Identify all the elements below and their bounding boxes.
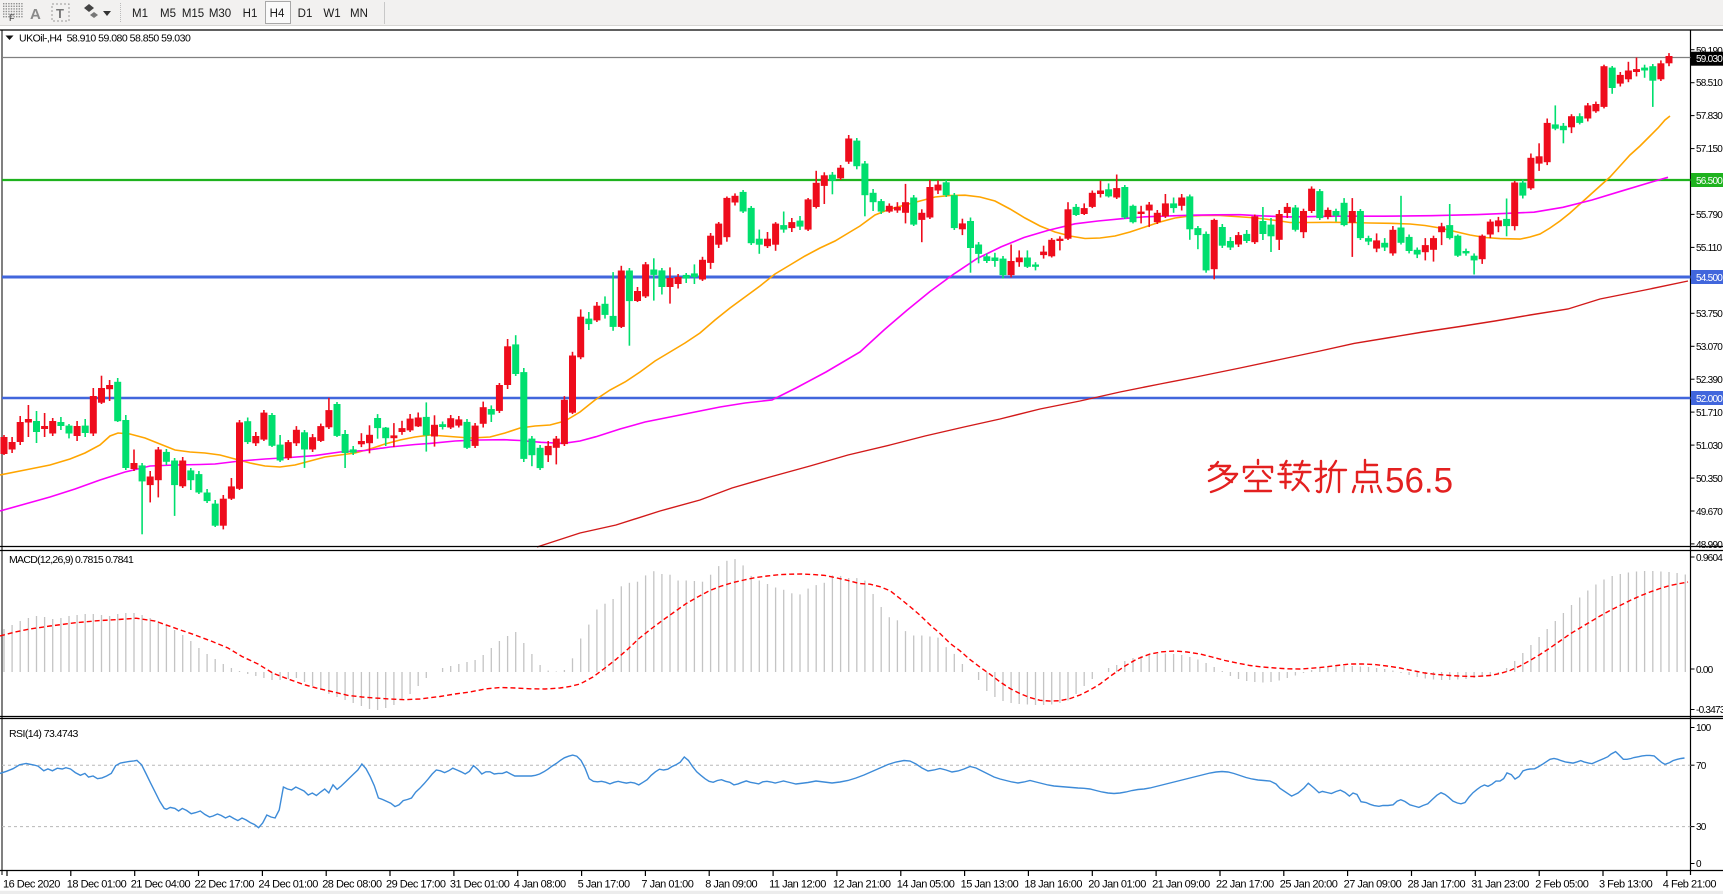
svg-text:100: 100 — [1696, 723, 1712, 734]
svg-text:52.000: 52.000 — [1696, 394, 1723, 405]
svg-text:31 Dec 01:00: 31 Dec 01:00 — [450, 879, 510, 891]
svg-text:28 Jan 17:00: 28 Jan 17:00 — [1408, 879, 1466, 891]
svg-text:UKOil-,H4 58.910 59.080 58.85: UKOil-,H4 58.910 59.080 58.850 59.030 — [19, 33, 191, 45]
svg-text:A: A — [30, 6, 41, 23]
svg-text:56.5: 56.5 — [1385, 462, 1453, 501]
svg-text:25 Jan 20:00: 25 Jan 20:00 — [1280, 879, 1338, 891]
svg-text:30: 30 — [1696, 822, 1707, 833]
svg-text:D1: D1 — [298, 8, 313, 20]
svg-text:8 Jan 09:00: 8 Jan 09:00 — [705, 879, 757, 891]
svg-text:21 Jan 09:00: 21 Jan 09:00 — [1152, 879, 1210, 891]
svg-text:59.030: 59.030 — [1696, 54, 1723, 65]
svg-text:5 Jan 17:00: 5 Jan 17:00 — [578, 879, 630, 891]
svg-text:22 Jan 17:00: 22 Jan 17:00 — [1216, 879, 1274, 891]
svg-text:53.750: 53.750 — [1696, 309, 1723, 320]
svg-text:20 Jan 01:00: 20 Jan 01:00 — [1088, 879, 1146, 891]
svg-text:49.670: 49.670 — [1696, 507, 1723, 518]
svg-text:54.500: 54.500 — [1696, 273, 1723, 284]
svg-text:52.390: 52.390 — [1696, 375, 1723, 386]
svg-text:56.500: 56.500 — [1696, 176, 1723, 187]
svg-text:3 Feb 13:00: 3 Feb 13:00 — [1599, 879, 1653, 891]
svg-text:55.110: 55.110 — [1696, 243, 1723, 254]
svg-text:50.350: 50.350 — [1696, 474, 1723, 485]
svg-text:48.990: 48.990 — [1696, 540, 1723, 551]
svg-text:T: T — [56, 6, 64, 21]
svg-text:24 Dec 01:00: 24 Dec 01:00 — [258, 879, 318, 891]
svg-text:11 Jan 12:00: 11 Jan 12:00 — [769, 879, 826, 891]
svg-text:W1: W1 — [323, 8, 340, 20]
svg-text:4 Jan 08:00: 4 Jan 08:00 — [514, 879, 566, 891]
svg-text:MACD(12,26,9) 0.7815 0.7841: MACD(12,26,9) 0.7815 0.7841 — [9, 554, 134, 566]
svg-text:14 Jan 05:00: 14 Jan 05:00 — [897, 879, 955, 891]
svg-text:M30: M30 — [209, 8, 231, 20]
svg-text:18 Dec 01:00: 18 Dec 01:00 — [67, 879, 127, 891]
svg-text:0: 0 — [1696, 859, 1702, 870]
svg-text:28 Dec 08:00: 28 Dec 08:00 — [322, 879, 382, 891]
svg-text:70: 70 — [1696, 761, 1707, 772]
svg-text:RSI(14) 73.4743: RSI(14) 73.4743 — [9, 728, 79, 740]
svg-text:51.030: 51.030 — [1696, 441, 1723, 452]
svg-text:M1: M1 — [132, 8, 148, 20]
svg-text:51.710: 51.710 — [1696, 408, 1723, 419]
svg-text:-0.3473: -0.3473 — [1696, 705, 1723, 716]
svg-text:59.190: 59.190 — [1696, 46, 1723, 57]
svg-text:21 Dec 04:00: 21 Dec 04:00 — [131, 879, 191, 891]
svg-text:16 Dec 2020: 16 Dec 2020 — [3, 879, 60, 891]
svg-text:7 Jan 01:00: 7 Jan 01:00 — [641, 879, 693, 891]
svg-text:27 Jan 09:00: 27 Jan 09:00 — [1344, 879, 1402, 891]
svg-text:22 Dec 17:00: 22 Dec 17:00 — [195, 879, 255, 891]
svg-text:12 Jan 21:00: 12 Jan 21:00 — [833, 879, 891, 891]
svg-text:0.9604: 0.9604 — [1696, 553, 1723, 564]
svg-text:15 Jan 13:00: 15 Jan 13:00 — [961, 879, 1019, 891]
svg-text:H4: H4 — [270, 8, 285, 20]
svg-text:57.150: 57.150 — [1696, 144, 1723, 155]
svg-text:58.510: 58.510 — [1696, 78, 1723, 89]
svg-text:4 Feb 21:00: 4 Feb 21:00 — [1663, 879, 1717, 891]
svg-text:18 Jan 16:00: 18 Jan 16:00 — [1024, 879, 1082, 891]
svg-text:M15: M15 — [182, 8, 204, 20]
svg-text:M5: M5 — [160, 8, 176, 20]
svg-text:H1: H1 — [243, 8, 258, 20]
svg-text:57.830: 57.830 — [1696, 111, 1723, 122]
svg-text:0.00: 0.00 — [1696, 665, 1714, 676]
svg-text:31 Jan 23:00: 31 Jan 23:00 — [1471, 879, 1529, 891]
svg-text:2 Feb 05:00: 2 Feb 05:00 — [1535, 879, 1589, 891]
svg-text:55.790: 55.790 — [1696, 210, 1723, 221]
svg-text:F: F — [9, 13, 15, 23]
svg-text:53.070: 53.070 — [1696, 342, 1723, 353]
svg-text:29 Dec 17:00: 29 Dec 17:00 — [386, 879, 446, 891]
svg-text:MN: MN — [350, 8, 368, 20]
